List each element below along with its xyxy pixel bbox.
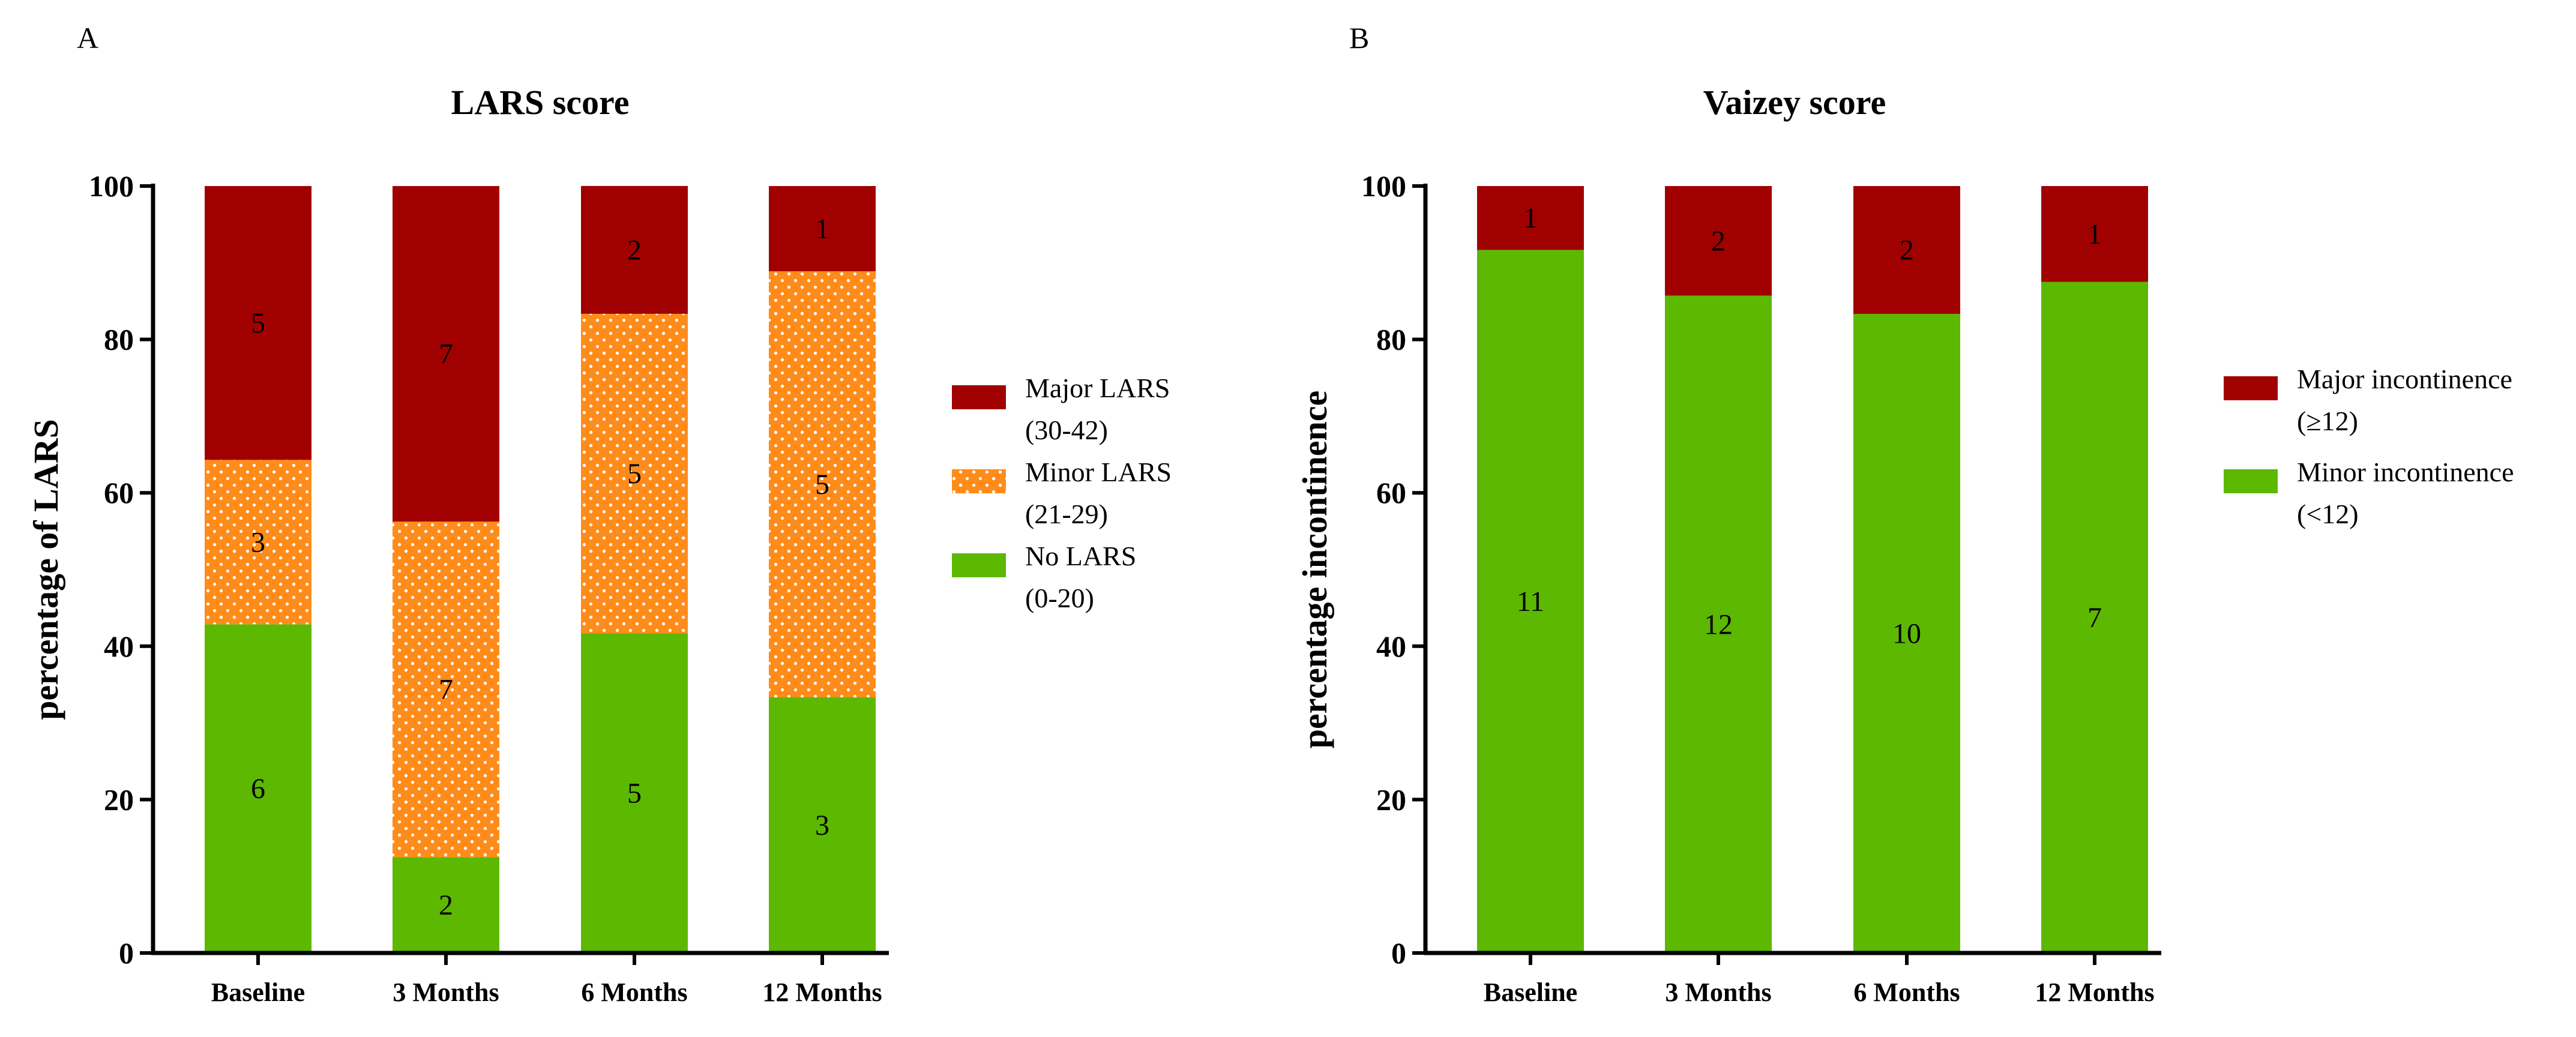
legend-label: Major LARS — [1025, 373, 1170, 403]
data-label: 1 — [1523, 202, 1538, 234]
data-label: 11 — [1517, 586, 1544, 618]
bar-segment-major-lars — [205, 186, 311, 460]
y-axis-label: percentage incontinence — [1295, 391, 1334, 749]
bar-segment-major-incontinence — [1853, 186, 1960, 314]
bar-segment-minor-lars — [769, 271, 876, 698]
panel-letter: B — [1349, 21, 1369, 55]
data-label: 2 — [627, 234, 642, 266]
legend-label: Minor incontinence — [2297, 457, 2514, 487]
x-tick-label: 3 Months — [1665, 978, 1771, 1007]
data-label: 10 — [1892, 618, 1921, 650]
legend-label: (<12) — [2297, 499, 2359, 529]
legend-swatch — [2224, 376, 2278, 400]
data-label: 3 — [251, 526, 265, 558]
y-tick-label: 100 — [89, 169, 134, 203]
data-label: 12 — [1704, 609, 1733, 640]
bar-segment-minor-incontinence — [1665, 295, 1772, 953]
data-label: 1 — [815, 213, 829, 245]
data-label: 2 — [439, 889, 453, 921]
bar-segment-minor-lars — [205, 460, 311, 625]
bar-segment-major-incontinence — [1665, 186, 1772, 296]
bar-segment-major-lars — [769, 186, 876, 271]
data-label: 5 — [627, 778, 642, 810]
data-label: 1 — [2087, 218, 2102, 250]
x-tick-label: 12 Months — [762, 978, 882, 1007]
bar-segment-major-lars — [581, 185, 688, 314]
legend-label: (≥12) — [2297, 406, 2358, 436]
legend-swatch — [2224, 469, 2278, 493]
y-tick-label: 40 — [104, 630, 134, 663]
bar-segment-minor-incontinence — [1477, 250, 1584, 953]
data-label: 7 — [439, 338, 453, 370]
legend-label: (21-29) — [1025, 499, 1108, 529]
bar-segment-minor-incontinence — [1853, 314, 1960, 953]
data-label: 7 — [439, 674, 453, 706]
x-tick-label: 3 Months — [393, 978, 499, 1007]
y-tick-label: 60 — [1376, 476, 1406, 509]
bar-segment-major-incontinence — [2041, 186, 2148, 282]
x-tick-label: 12 Months — [2035, 978, 2154, 1007]
data-label: 7 — [2087, 602, 2102, 634]
data-label: 3 — [815, 810, 829, 841]
legend-swatch — [952, 469, 1006, 493]
bar-segment-no-lars — [393, 857, 499, 953]
y-tick-label: 20 — [1376, 783, 1406, 816]
legend-label: No LARS — [1025, 541, 1136, 571]
data-label: 5 — [815, 469, 829, 500]
x-tick-label: 6 Months — [581, 978, 687, 1007]
y-tick-label: 0 — [1391, 936, 1406, 970]
chart-title: LARS score — [451, 83, 630, 122]
panel-letter: A — [77, 21, 98, 55]
legend-swatch — [952, 385, 1006, 409]
data-label: 5 — [251, 307, 265, 339]
y-tick-label: 100 — [1361, 169, 1406, 203]
data-label: 6 — [251, 773, 265, 805]
bar-segment-no-lars — [769, 697, 876, 953]
y-axis-label: percentage of LARS — [26, 419, 65, 720]
legend-label: Minor LARS — [1025, 457, 1172, 487]
y-tick-label: 20 — [104, 783, 134, 816]
y-tick-label: 60 — [104, 476, 134, 509]
x-tick-label: 6 Months — [1853, 978, 1960, 1007]
legend-label: Major incontinence — [2297, 364, 2512, 394]
y-tick-label: 0 — [119, 936, 134, 970]
bar-segment-minor-lars — [581, 313, 688, 634]
chart-title: Vaizey score — [1703, 83, 1886, 122]
bar-segment-no-lars — [205, 624, 311, 953]
bar-segment-major-lars — [393, 186, 499, 522]
data-label: 2 — [1900, 235, 1914, 266]
x-tick-label: Baseline — [211, 978, 305, 1007]
bar-segment-no-lars — [581, 633, 688, 953]
y-tick-label: 80 — [104, 323, 134, 356]
legend-label: (30-42) — [1025, 415, 1108, 445]
y-tick-label: 40 — [1376, 630, 1406, 663]
bar-segment-major-incontinence — [1477, 186, 1584, 250]
bar-segment-minor-incontinence — [2041, 281, 2148, 953]
legend-label: (0-20) — [1025, 583, 1094, 613]
x-tick-label: Baseline — [1484, 978, 1577, 1007]
bar-segment-minor-lars — [393, 522, 499, 858]
y-tick-label: 80 — [1376, 323, 1406, 356]
chart-panel-a: A LARS score percentage of LARS 6 3 5 Baseline… — [26, 21, 1172, 1007]
legend-swatch — [952, 553, 1006, 577]
data-label: 2 — [1711, 225, 1726, 257]
data-label: 5 — [627, 458, 642, 490]
